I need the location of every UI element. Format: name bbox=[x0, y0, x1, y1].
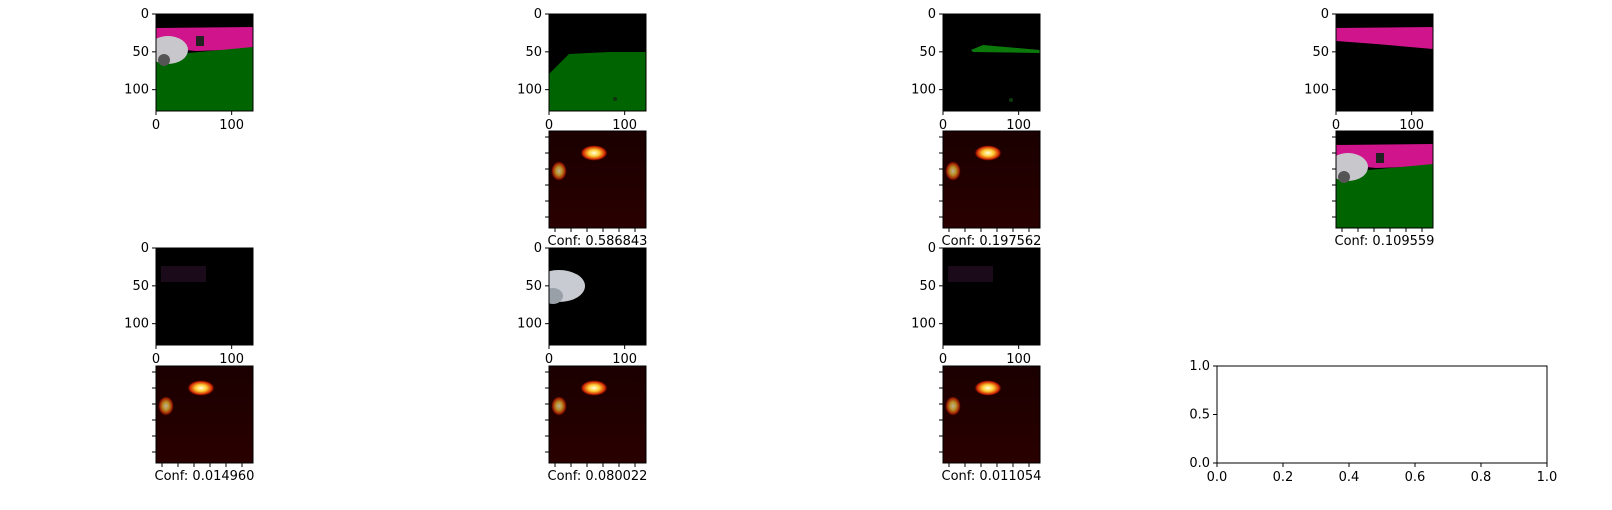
x-tick-label: 0 bbox=[545, 118, 553, 133]
panel-1-3: Conf: 0.109559 bbox=[1332, 130, 1435, 249]
y-tick-label: 100 bbox=[124, 83, 149, 98]
panel-frame bbox=[155, 365, 254, 464]
panel-2-0: 0 50 100 0 100 bbox=[124, 241, 254, 367]
empty-x-tick-label: 0.8 bbox=[1471, 470, 1492, 485]
panel-frame bbox=[942, 365, 1041, 464]
confidence-caption: Conf: 0.080022 bbox=[548, 469, 648, 484]
empty-x-tick-label: 0.4 bbox=[1339, 470, 1360, 485]
panel-3-1: Conf: 0.080022 bbox=[545, 365, 648, 484]
panel-2-2: 0 50 100 0 100 bbox=[911, 241, 1041, 367]
confidence-caption: Conf: 0.586843 bbox=[548, 234, 648, 249]
y-tick-label: 50 bbox=[525, 279, 542, 294]
y-tick-label: 0 bbox=[1321, 7, 1329, 22]
empty-x-tick-label: 0.2 bbox=[1273, 470, 1294, 485]
y-tick-label: 100 bbox=[124, 317, 149, 332]
x-tick-label: 100 bbox=[219, 352, 244, 367]
panel-frame bbox=[942, 247, 1041, 346]
y-tick-label: 50 bbox=[1312, 45, 1329, 60]
y-tick-label: 0 bbox=[928, 241, 936, 256]
confidence-caption: Conf: 0.197562 bbox=[942, 234, 1042, 249]
x-tick-label: 0 bbox=[545, 352, 553, 367]
panel-frame bbox=[548, 365, 647, 464]
y-tick-label: 50 bbox=[132, 279, 149, 294]
x-tick-label: 0 bbox=[939, 352, 947, 367]
y-tick-label: 50 bbox=[132, 45, 149, 60]
y-tick-label: 100 bbox=[911, 317, 936, 332]
confidence-caption: Conf: 0.014960 bbox=[155, 469, 255, 484]
panel-frame bbox=[1335, 130, 1434, 229]
empty-y-tick-label: 1.0 bbox=[1189, 359, 1210, 374]
panel-frame bbox=[942, 130, 1041, 229]
panel-frame bbox=[155, 247, 254, 346]
y-tick-label: 100 bbox=[1304, 83, 1329, 98]
y-tick-label: 50 bbox=[919, 45, 936, 60]
empty-axes-frame bbox=[1216, 365, 1548, 464]
y-tick-label: 100 bbox=[517, 317, 542, 332]
y-tick-label: 50 bbox=[919, 279, 936, 294]
x-tick-label: 100 bbox=[219, 118, 244, 133]
y-tick-label: 0 bbox=[534, 7, 542, 22]
y-tick-label: 100 bbox=[517, 83, 542, 98]
empty-x-tick-label: 0.6 bbox=[1405, 470, 1426, 485]
panel-frame bbox=[548, 130, 647, 229]
y-tick-label: 0 bbox=[928, 7, 936, 22]
panel-1-1: Conf: 0.586843 bbox=[545, 130, 648, 249]
empty-y-tick-label: 0.5 bbox=[1189, 408, 1210, 423]
panel-frame bbox=[1335, 13, 1434, 112]
panel-0-3: 0 50 100 0 100 bbox=[1304, 7, 1434, 133]
confidence-caption: Conf: 0.109559 bbox=[1335, 234, 1435, 249]
panel-3-2: Conf: 0.011054 bbox=[939, 365, 1042, 484]
y-tick-label: 0 bbox=[534, 241, 542, 256]
panel-0-2: 0 50 100 0 100 bbox=[911, 7, 1041, 133]
x-tick-label: 100 bbox=[612, 118, 637, 133]
y-tick-label: 0 bbox=[141, 241, 149, 256]
x-tick-label: 0 bbox=[152, 352, 160, 367]
y-tick-label: 100 bbox=[911, 83, 936, 98]
panel-frame bbox=[548, 13, 647, 112]
panel-frame bbox=[155, 13, 254, 112]
x-tick-label: 100 bbox=[612, 352, 637, 367]
x-tick-label: 0 bbox=[152, 118, 160, 133]
confidence-caption: Conf: 0.011054 bbox=[942, 469, 1042, 484]
empty-x-tick-label: 0.0 bbox=[1207, 470, 1228, 485]
panel-frame bbox=[548, 247, 647, 346]
panel-2-1: 0 50 100 0 100 bbox=[517, 241, 647, 367]
x-tick-label: 0 bbox=[939, 118, 947, 133]
x-tick-label: 100 bbox=[1006, 118, 1031, 133]
x-tick-label: 100 bbox=[1399, 118, 1424, 133]
x-tick-label: 100 bbox=[1006, 352, 1031, 367]
panel-1-2: Conf: 0.197562 bbox=[939, 130, 1042, 249]
panel-frame bbox=[942, 13, 1041, 112]
empty-x-tick-label: 1.0 bbox=[1537, 470, 1558, 485]
panel-3-0: Conf: 0.014960 bbox=[152, 365, 255, 484]
empty-y-tick-label: 0.0 bbox=[1189, 456, 1210, 471]
panel-0-1: 0 50 100 0 100 bbox=[517, 7, 647, 133]
y-tick-label: 0 bbox=[141, 7, 149, 22]
x-tick-label: 0 bbox=[1332, 118, 1340, 133]
panel-0-0: 0 50 100 0 100 bbox=[124, 7, 254, 133]
y-tick-label: 50 bbox=[525, 45, 542, 60]
